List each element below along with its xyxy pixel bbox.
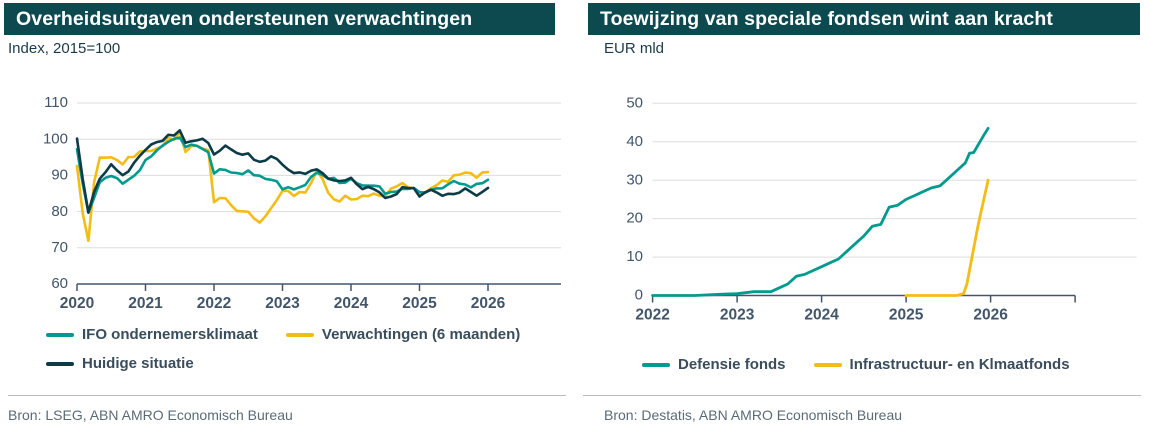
svg-text:70: 70 [51, 239, 68, 256]
svg-text:2025: 2025 [889, 307, 924, 324]
svg-text:20: 20 [626, 210, 643, 227]
svg-text:2026: 2026 [471, 295, 506, 312]
svg-text:0: 0 [635, 287, 643, 304]
svg-text:2024: 2024 [804, 307, 839, 324]
svg-text:2024: 2024 [334, 295, 369, 312]
svg-text:2021: 2021 [128, 295, 163, 312]
svg-text:2023: 2023 [265, 295, 300, 312]
svg-text:2020: 2020 [60, 295, 94, 312]
svg-text:2026: 2026 [973, 307, 1008, 324]
svg-text:40: 40 [626, 133, 643, 150]
svg-text:90: 90 [51, 167, 68, 184]
svg-text:2025: 2025 [402, 295, 437, 312]
svg-text:80: 80 [51, 203, 68, 220]
svg-text:30: 30 [626, 171, 643, 188]
svg-text:2022: 2022 [197, 295, 231, 312]
svg-text:50: 50 [626, 95, 643, 112]
svg-text:100: 100 [43, 131, 68, 148]
svg-text:2022: 2022 [635, 307, 669, 324]
svg-text:10: 10 [626, 248, 643, 265]
svg-text:60: 60 [51, 275, 68, 292]
svg-text:2023: 2023 [720, 307, 755, 324]
svg-text:110: 110 [44, 94, 68, 111]
